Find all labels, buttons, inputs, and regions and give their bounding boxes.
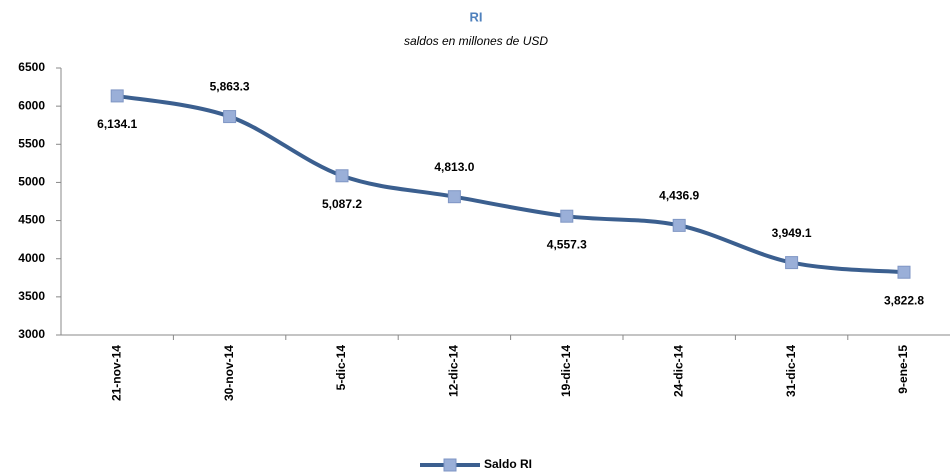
y-tick-label: 4500 <box>18 213 45 227</box>
y-tick-label: 4000 <box>18 251 45 265</box>
legend-label: Saldo RI <box>484 457 532 471</box>
series-line <box>116 93 905 275</box>
data-label: 4,813.0 <box>434 160 474 174</box>
y-tick-label: 6000 <box>18 98 45 112</box>
y-tick-label: 6500 <box>18 60 45 74</box>
data-label: 4,557.3 <box>547 237 587 251</box>
data-label: 3,822.8 <box>884 293 924 307</box>
x-tick-label: 19-dic-14 <box>559 345 573 397</box>
data-label: 5,087.2 <box>322 197 362 211</box>
x-tick-label: 24-dic-14 <box>671 345 685 397</box>
legend-marker <box>443 458 457 472</box>
marker <box>897 265 911 279</box>
x-tick-label: 30-nov-14 <box>222 345 236 401</box>
x-tick-label: 12-dic-14 <box>447 345 461 397</box>
chart-title: RI <box>470 9 483 24</box>
marker <box>447 190 461 204</box>
marker <box>223 110 237 124</box>
y-tick-label: 3000 <box>18 327 45 341</box>
marker <box>110 89 124 103</box>
x-tick-label: 9-ene-15 <box>896 345 910 394</box>
data-label: 6,134.1 <box>97 117 137 131</box>
chart-subtitle: saldos en millones de USD <box>404 34 548 48</box>
y-tick-label: 5000 <box>18 175 45 189</box>
x-tick-label: 31-dic-14 <box>784 345 798 397</box>
marker <box>672 218 686 232</box>
data-label: 4,436.9 <box>659 189 699 203</box>
data-label: 5,863.3 <box>210 80 250 94</box>
marker <box>560 209 574 223</box>
y-tick-label: 5500 <box>18 136 45 150</box>
marker <box>785 256 799 270</box>
data-label: 3,949.1 <box>772 226 812 240</box>
y-tick-label: 3500 <box>18 289 45 303</box>
x-tick-label: 21-nov-14 <box>109 345 123 401</box>
marker <box>335 169 349 183</box>
x-tick-label: 5-dic-14 <box>334 345 348 391</box>
